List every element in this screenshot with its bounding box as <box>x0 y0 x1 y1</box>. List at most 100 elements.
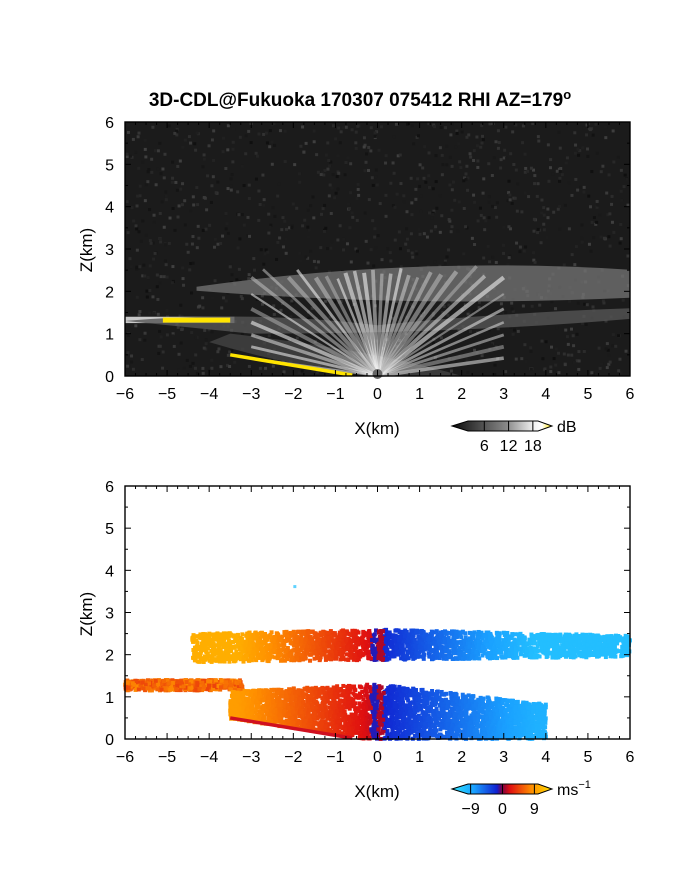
noise-pixel <box>472 158 476 162</box>
velocity-cell <box>316 646 321 651</box>
noise-pixel <box>210 366 214 370</box>
velocity-cell <box>210 641 215 646</box>
velocity-cell <box>155 687 160 692</box>
noise-pixel <box>563 363 567 367</box>
noise-pixel <box>575 359 579 363</box>
velocity-cell <box>623 639 628 644</box>
velocity-cell <box>228 683 233 688</box>
velocity-cell <box>535 644 540 649</box>
velocity-cell <box>281 645 286 650</box>
noise-pixel <box>231 160 235 164</box>
velocity-cell <box>353 647 358 652</box>
noise-pixel <box>523 152 527 156</box>
velocity-cell <box>305 649 310 654</box>
noise-pixel <box>171 160 175 164</box>
velocity-cell <box>443 630 448 635</box>
noise-pixel <box>549 365 553 369</box>
velocity-cell <box>467 630 472 635</box>
velocity-cell <box>615 641 620 646</box>
noise-pixel <box>229 184 233 188</box>
noise-pixel <box>490 173 494 177</box>
velocity-cell <box>197 659 202 664</box>
velocity-cell <box>238 646 243 651</box>
velocity-cell <box>579 646 584 651</box>
velocity-cell <box>439 650 444 655</box>
velocity-cell <box>169 684 174 689</box>
velocity-cell <box>577 653 582 658</box>
velocity-cell <box>613 650 618 655</box>
velocity-cell <box>189 679 194 684</box>
noise-pixel <box>475 144 479 148</box>
velocity-cell <box>210 678 215 683</box>
velocity-cell <box>175 679 180 684</box>
noise-pixel <box>217 347 221 351</box>
velocity-cell <box>240 649 245 654</box>
velocity-cell <box>204 641 209 646</box>
noise-pixel <box>445 369 449 373</box>
noise-pixel <box>171 176 175 180</box>
noise-pixel <box>467 133 471 137</box>
velocity-cell <box>276 653 281 658</box>
noise-pixel <box>410 124 414 128</box>
noise-pixel <box>156 167 160 171</box>
noise-pixel <box>197 236 201 240</box>
noise-pixel <box>421 166 425 170</box>
noise-pixel <box>281 216 285 220</box>
noise-pixel <box>283 129 287 133</box>
noise-pixel <box>496 327 500 331</box>
noise-pixel <box>481 138 485 142</box>
velocity-cell <box>399 641 404 646</box>
noise-pixel <box>439 336 443 340</box>
noise-pixel <box>465 359 469 363</box>
velocity-cell <box>572 642 577 647</box>
velocity-cell <box>314 641 319 646</box>
velocity-cell <box>566 645 571 650</box>
velocity-cell <box>473 640 478 645</box>
noise-pixel <box>405 237 409 241</box>
noise-pixel <box>272 304 276 308</box>
velocity-cell <box>545 653 550 658</box>
velocity-cell <box>496 640 501 645</box>
noise-pixel <box>503 148 507 152</box>
noise-pixel <box>362 145 366 149</box>
velocity-cell <box>418 630 423 635</box>
noise-pixel <box>357 193 361 197</box>
velocity-cell <box>192 658 197 663</box>
velocity-cell <box>178 688 183 693</box>
noise-pixel <box>156 149 160 153</box>
noise-pixel <box>570 193 574 197</box>
velocity-cell <box>277 643 282 648</box>
noise-pixel <box>476 159 480 163</box>
velocity-cell <box>267 656 272 661</box>
velocity-cell <box>309 639 314 644</box>
noise-pixel <box>266 250 270 254</box>
noise-pixel <box>482 216 486 220</box>
noise-pixel <box>244 152 248 156</box>
velocity-cell <box>518 631 523 636</box>
velocity-cell <box>503 637 508 642</box>
velocity-cell <box>306 640 311 645</box>
noise-pixel <box>165 333 169 337</box>
velocity-cell <box>244 639 249 644</box>
noise-pixel <box>346 156 350 160</box>
velocity-cell <box>616 636 621 641</box>
velocity-cell <box>329 636 334 641</box>
velocity-cell <box>162 679 167 684</box>
noise-pixel <box>310 306 314 310</box>
velocity-cell <box>292 647 297 652</box>
noise-pixel <box>549 345 553 349</box>
noise-pixel <box>138 338 142 342</box>
velocity-cell <box>282 658 287 663</box>
noise-pixel <box>349 191 353 195</box>
velocity-cell <box>442 653 447 658</box>
noise-pixel <box>373 131 377 135</box>
velocity-cell <box>586 638 591 643</box>
noise-pixel <box>210 184 214 188</box>
noise-pixel <box>185 358 189 362</box>
velocity-cell <box>387 656 392 661</box>
noise-pixel <box>309 249 313 253</box>
velocity-cell <box>332 631 337 636</box>
noise-pixel <box>546 143 550 147</box>
noise-pixel <box>237 267 241 271</box>
velocity-cell <box>325 641 330 646</box>
